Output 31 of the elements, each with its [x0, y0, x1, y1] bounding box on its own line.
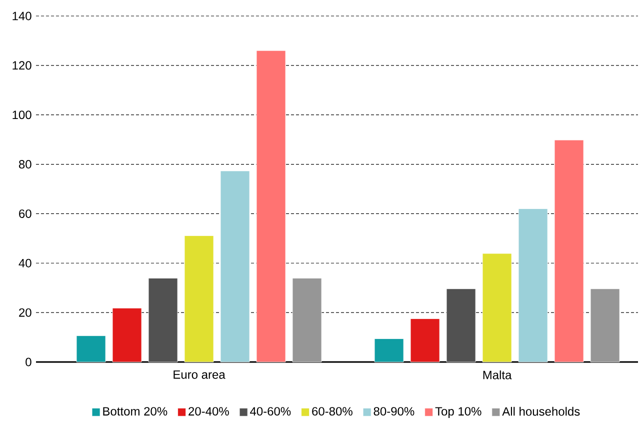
bar [374, 338, 404, 362]
bar [446, 288, 476, 362]
y-tick-label: 60 [19, 209, 32, 218]
bar [184, 236, 214, 362]
bar [518, 208, 548, 362]
bar [482, 253, 512, 362]
legend-label: 80-90% [374, 407, 414, 416]
x-tick-label: Malta [483, 370, 512, 380]
legend-label: All households [502, 406, 580, 416]
legend-label: Bottom 20% [103, 407, 168, 416]
bar [148, 278, 178, 362]
y-tick-label: 40 [18, 258, 32, 268]
legend-label: 20-40% [188, 407, 229, 416]
bar [112, 308, 142, 362]
x-tick-label: Euro area [174, 370, 226, 379]
y-tick-label: 100 [12, 110, 32, 120]
bar [590, 288, 620, 362]
y-tick-label: 80 [18, 160, 32, 169]
legend-label: 40-60% [250, 407, 291, 416]
bar [292, 278, 322, 362]
bar [554, 140, 584, 362]
legend-label: 60-80% [312, 407, 352, 416]
y-tick-label: 20 [19, 308, 32, 317]
bar [76, 336, 106, 362]
bar [410, 318, 440, 362]
y-tick-label: 0 [26, 358, 32, 366]
bar [220, 170, 250, 362]
legend-label: Top 10% [435, 407, 482, 418]
bar [256, 50, 286, 362]
y-tick-label: 140 [12, 12, 32, 20]
y-tick-label: 120 [12, 61, 32, 70]
